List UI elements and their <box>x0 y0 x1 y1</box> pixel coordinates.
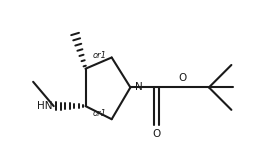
Text: N: N <box>135 82 143 92</box>
Text: O: O <box>152 130 161 140</box>
Text: or1: or1 <box>93 51 107 60</box>
Text: O: O <box>179 73 187 83</box>
Text: or1: or1 <box>93 109 107 118</box>
Text: HN: HN <box>37 101 53 111</box>
